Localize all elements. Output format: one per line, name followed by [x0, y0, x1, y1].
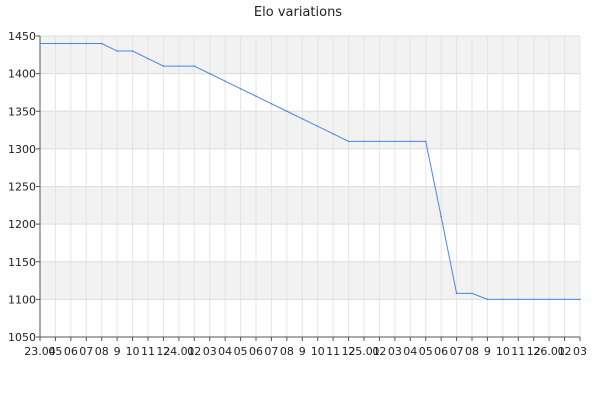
data-point	[131, 50, 134, 52]
data-point	[224, 80, 226, 82]
y-tick-label: 1400	[8, 68, 36, 81]
x-tick-label: 12	[342, 345, 356, 358]
data-point	[178, 65, 180, 67]
data-point	[486, 298, 489, 301]
x-tick-label: 9	[299, 345, 306, 358]
data-point	[363, 140, 365, 143]
x-tick-label: 07	[79, 345, 93, 358]
x-tick-label: 03	[203, 345, 217, 358]
data-point	[147, 57, 149, 60]
grid-band	[40, 111, 580, 149]
data-point	[548, 298, 550, 301]
data-point	[424, 140, 427, 143]
x-tick-label: 11	[511, 345, 525, 358]
x-tick-label: 03	[388, 345, 402, 358]
data-point	[239, 87, 242, 90]
data-point	[316, 125, 319, 128]
y-tick-label: 1350	[8, 105, 36, 118]
x-tick-label: 04	[218, 345, 232, 358]
x-tick-label: 24.01	[163, 345, 195, 358]
x-tick-label: 04	[403, 345, 417, 358]
x-tick-label: 05	[419, 345, 433, 358]
data-point	[378, 140, 381, 143]
data-point	[255, 95, 257, 97]
chart-title: Elo variations	[254, 5, 342, 20]
data-point	[517, 298, 520, 301]
data-point	[409, 140, 412, 143]
data-point	[100, 42, 103, 45]
grid-band	[40, 186, 580, 225]
x-tick-label: 07	[450, 345, 464, 358]
x-tick-label: 07	[264, 345, 278, 358]
y-tick-label: 1200	[8, 218, 36, 231]
x-tick-label: 08	[95, 345, 109, 358]
series-layer	[39, 42, 581, 301]
background-bands	[40, 36, 580, 300]
data-point	[301, 117, 304, 120]
data-point	[332, 133, 334, 135]
series-line	[40, 43, 580, 300]
data-point	[70, 42, 72, 45]
x-tick-label: 03	[573, 345, 587, 358]
y-tick-label: 1300	[8, 143, 36, 156]
data-point	[208, 72, 211, 75]
y-tick-label: 1050	[8, 331, 36, 344]
data-point	[286, 110, 288, 113]
x-tick-label: 12	[156, 345, 170, 358]
x-tick-label: 02	[372, 345, 386, 358]
x-tick-label: 26.01	[533, 345, 565, 358]
data-point	[270, 102, 273, 105]
data-point	[394, 140, 396, 143]
data-point	[193, 65, 196, 67]
data-point	[54, 42, 57, 45]
y-tick-label: 1450	[8, 30, 36, 43]
x-tick-label: 11	[326, 345, 340, 358]
data-point	[347, 140, 350, 143]
data-point	[455, 292, 458, 295]
x-tick-label: 02	[558, 345, 572, 358]
data-point	[162, 65, 165, 67]
axes	[36, 35, 581, 341]
grid-band	[40, 36, 580, 74]
x-tick-label: 11	[141, 345, 155, 358]
data-point	[116, 50, 118, 52]
x-tick-label: 06	[249, 345, 263, 358]
data-point	[563, 298, 566, 301]
x-tick-label: 02	[187, 345, 201, 358]
x-tick-label: 08	[465, 345, 479, 358]
data-point	[85, 42, 88, 45]
x-tick-label: 06	[434, 345, 448, 358]
data-point	[532, 298, 535, 301]
x-tick-label: 10	[126, 345, 140, 358]
tick-labels: 1050 1100 1150 1200 1250 1300 1350 1400 1450 23.0…	[8, 30, 587, 358]
x-tick-label: 23.04	[24, 345, 56, 358]
data-point	[579, 298, 581, 301]
x-tick-label: 9	[484, 345, 491, 358]
y-tick-label: 1250	[8, 181, 36, 194]
data-point	[471, 292, 473, 295]
grid-band	[40, 261, 580, 300]
data-point	[39, 42, 41, 45]
data-point	[440, 215, 442, 218]
x-tick-label: 06	[64, 345, 78, 358]
y-tick-label: 1100	[8, 293, 36, 306]
x-tick-label: 08	[280, 345, 294, 358]
x-tick-label: 25.01	[348, 345, 380, 358]
x-tick-label: 12	[527, 345, 541, 358]
x-tick-label: 10	[496, 345, 510, 358]
x-tick-label: 05	[48, 345, 62, 358]
x-tick-label: 9	[114, 345, 121, 358]
x-tick-label: 05	[234, 345, 248, 358]
y-tick-label: 1150	[8, 256, 36, 269]
data-point	[502, 298, 504, 301]
gridlines	[39, 35, 581, 338]
x-tick-label: 10	[311, 345, 325, 358]
